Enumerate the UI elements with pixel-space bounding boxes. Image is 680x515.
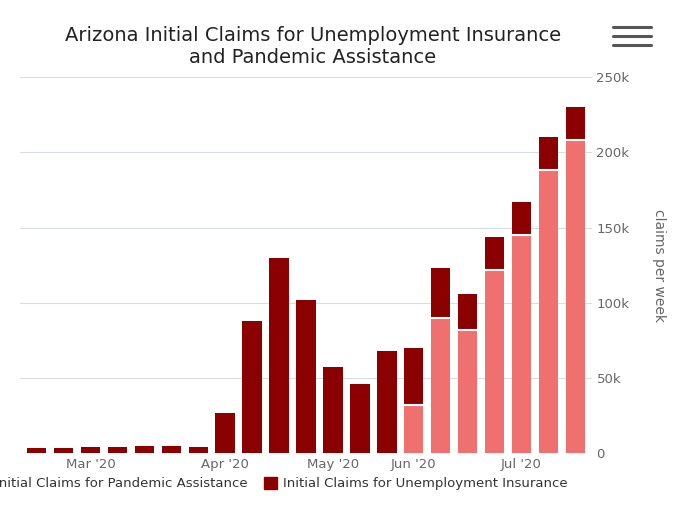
Legend: Initial Claims for Pandemic Assistance, Initial Claims for Unemployment Insuranc: Initial Claims for Pandemic Assistance, … [0,472,573,495]
Bar [188,447,208,453]
Bar [269,258,289,453]
Bar [485,237,505,270]
Bar [566,107,585,141]
Bar [107,447,127,453]
Bar [377,351,396,453]
Bar [512,202,531,235]
Bar [485,270,505,453]
Bar [539,138,558,170]
Bar [54,448,73,453]
Bar [242,321,262,453]
Bar [512,235,531,453]
Bar [216,413,235,453]
Bar [431,318,450,453]
Bar [162,446,181,453]
Bar [539,170,558,453]
Bar [323,368,343,453]
Bar [296,300,316,453]
Bar [458,330,477,453]
Text: Arizona Initial Claims for Unemployment Insurance
and Pandemic Assistance: Arizona Initial Claims for Unemployment … [65,26,561,67]
Bar [135,447,154,453]
Bar [566,141,585,453]
Bar [404,405,424,453]
Bar [27,448,46,453]
Bar [458,294,477,330]
Bar [404,348,424,405]
Bar [81,448,100,453]
Y-axis label: claims per week: claims per week [652,209,666,322]
Bar [350,384,370,453]
Bar [431,268,450,318]
